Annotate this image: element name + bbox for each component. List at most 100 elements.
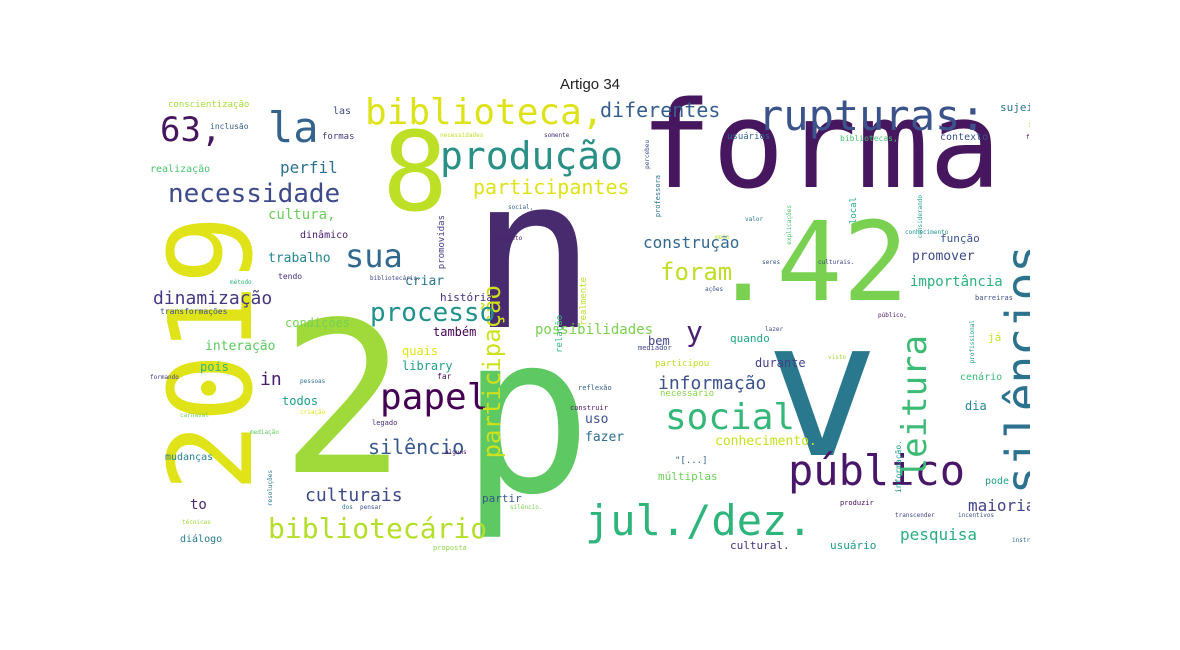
cloud-word: dinamização (153, 288, 273, 309)
cloud-word: sua (345, 237, 403, 275)
cloud-word: conscientização (168, 100, 250, 110)
cloud-word: necessidades (440, 132, 484, 139)
word-cloud: forma n p 2 2019 8.42 v rupturas: silêncios produ… (150, 95, 1030, 555)
cloud-word: silêncio. (510, 504, 543, 511)
cloud-word: informação. (894, 440, 903, 493)
cloud-word: produção (440, 134, 624, 178)
cloud-word: reflexão (578, 384, 612, 392)
cloud-word: las (333, 106, 352, 117)
cloud-word: projeto (497, 235, 523, 242)
cloud-word: promover (912, 249, 975, 264)
cloud-word: bem (648, 334, 670, 348)
cloud-word: todos (282, 394, 319, 408)
cloud-word: fala (1026, 134, 1030, 141)
cloud-word: construir (570, 404, 608, 412)
cloud-word: dos (342, 504, 353, 511)
cloud-word: conhecimento (905, 229, 949, 236)
cloud-word: visto (828, 354, 847, 361)
cloud-word: dinâmico (300, 230, 349, 241)
cloud-word: ações (705, 286, 724, 293)
cloud-word: realmente (579, 277, 589, 326)
cloud-word: carnaval (180, 412, 209, 419)
cloud-word: biblioteca, (365, 95, 604, 133)
cloud-word: dia (965, 399, 987, 413)
cloud-word: formas (322, 132, 355, 142)
cloud-word: transformações (160, 307, 228, 316)
cloud-word: profissional (969, 320, 976, 364)
cloud-word: culturais. (818, 259, 855, 266)
cloud-word: informação (658, 373, 767, 394)
cloud-word: necessidade (168, 179, 341, 209)
cloud-word: criação (300, 409, 326, 416)
cloud-word: proposta (433, 544, 467, 552)
cloud-word: legado (372, 419, 398, 427)
cloud-word: percebeu (644, 140, 651, 169)
cloud-word: jul./dez. (585, 496, 813, 545)
cloud-word: já (988, 331, 1002, 344)
cloud-word: instrumento (1012, 537, 1030, 544)
cloud-word: "[...] (675, 456, 708, 466)
cloud-word: forma (640, 95, 1002, 216)
cloud-word: library (402, 359, 453, 373)
cloud-word: far (437, 372, 452, 381)
cloud-word: somente (544, 132, 570, 139)
cloud-word: incentivos (958, 512, 995, 519)
cloud-word: silêncio (368, 435, 465, 459)
cloud-word: importância (910, 274, 1003, 290)
cloud-word: participou (655, 359, 710, 369)
cloud-word: usuários (727, 132, 771, 142)
cloud-word: inclusão (210, 122, 249, 131)
cloud-word: transcender (895, 512, 935, 519)
cloud-word: uso (585, 412, 609, 427)
cloud-word: promovidas (437, 215, 447, 270)
cloud-word: cenário (960, 372, 1003, 383)
cloud-word: bibliotecário. (370, 275, 421, 282)
cloud-word: leitura (895, 335, 935, 479)
cloud-word: culturais (305, 485, 403, 506)
cloud-word: contexto (940, 132, 989, 143)
cloud-word: técnicas (182, 519, 211, 526)
cloud-word: n (470, 132, 597, 377)
cloud-word: social, (508, 204, 534, 211)
cloud-word: .42 (710, 198, 909, 326)
cloud-word: realização (150, 164, 211, 175)
cloud-word: trabalho (268, 251, 331, 266)
cloud-word: mediador (638, 344, 672, 352)
cloud-word: considerando (917, 195, 924, 239)
cloud-word: v (765, 279, 880, 500)
cloud-word: condições (285, 316, 351, 330)
cloud-word: múltiplas (658, 470, 718, 483)
cloud-word: silêncios (996, 245, 1030, 495)
cloud-word: formando (150, 374, 179, 381)
cloud-word: la (268, 103, 319, 152)
cloud-word: relação (555, 315, 565, 353)
cloud-word: sujeito (1000, 101, 1030, 114)
cloud-word: durante (755, 356, 806, 370)
cloud-word: alguns (445, 449, 467, 456)
cloud-word: cultural. (730, 539, 790, 552)
cloud-word: social (665, 397, 796, 438)
cloud-word: método (230, 279, 252, 286)
cloud-word: partir (482, 492, 522, 505)
cloud-word: informações (1028, 122, 1030, 129)
cloud-word: explicações (786, 205, 793, 245)
cloud-word: barreiras (975, 294, 1013, 302)
cloud-word: usuário (830, 539, 877, 552)
cloud-word: pesquisa (900, 525, 978, 544)
cloud-word: in (260, 369, 282, 390)
cloud-word: tendo (278, 272, 303, 281)
cloud-word: possibilidades (535, 322, 654, 338)
cloud-word: bibliotecas, (840, 134, 898, 143)
cloud-word: to (190, 497, 207, 513)
cloud-word: quais (402, 344, 439, 358)
cloud-word: papel (380, 377, 489, 418)
cloud-word: local (849, 197, 859, 225)
cloud-word: perfil (280, 158, 338, 177)
cloud-word: pessoas (300, 378, 326, 385)
cloud-word: também (433, 325, 477, 339)
cloud-word: necessário (660, 389, 715, 399)
cloud-word: construção (643, 233, 740, 252)
cloud-word: diferentes (600, 98, 721, 122)
cloud-word: pode (985, 476, 1010, 487)
cloud-word: quando (730, 332, 770, 345)
